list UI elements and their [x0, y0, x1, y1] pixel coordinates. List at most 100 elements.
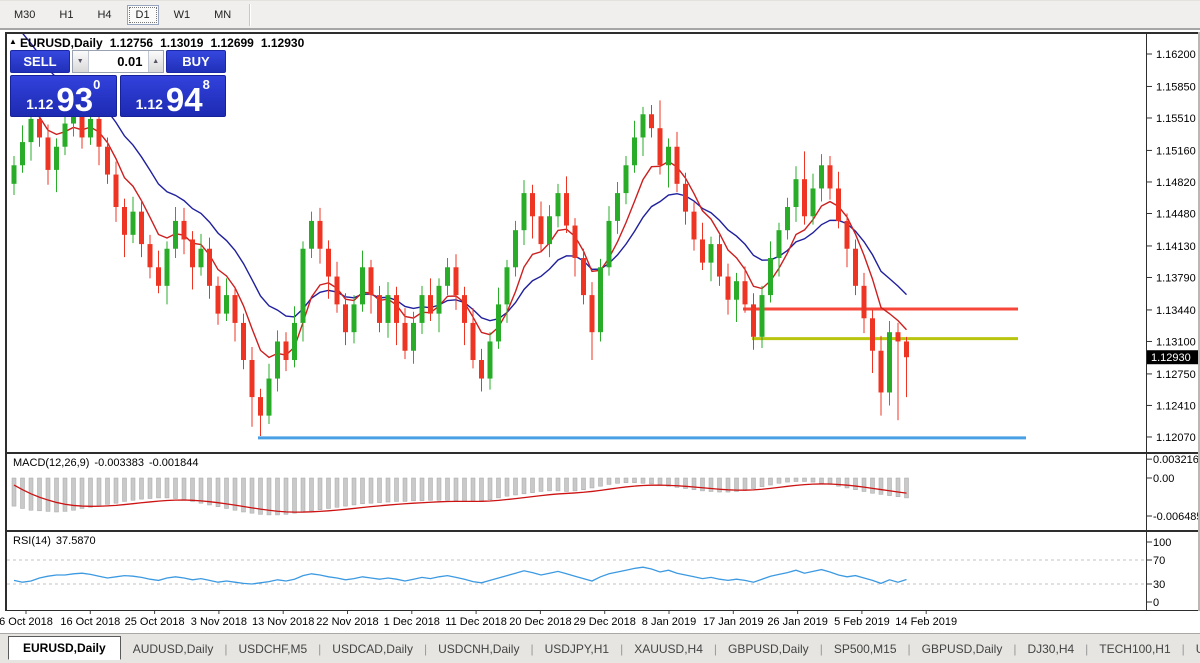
macd-histogram-bar	[776, 477, 782, 484]
candle-body	[113, 174, 119, 208]
macd-histogram-bar	[45, 477, 51, 512]
rsi-line	[13, 566, 907, 585]
rsi-tick-label: 100	[1153, 537, 1171, 549]
price-tick-label: 1.15160	[1156, 145, 1196, 157]
timeframe-button-d1[interactable]: D1	[126, 4, 159, 25]
macd-label: MACD(12,26,9) -0.003383 -0.001844	[13, 457, 204, 469]
date-label: 17 Jan 2019	[703, 616, 764, 628]
macd-histogram-bar	[96, 477, 102, 507]
window-edge-right	[1198, 32, 1200, 611]
chart-tab-usdcnh-daily[interactable]: USDCNH,Daily	[438, 641, 520, 656]
candle-body	[258, 397, 263, 416]
candle-body	[623, 165, 629, 194]
price-tick-label: 1.13100	[1156, 336, 1196, 348]
candle-body	[190, 239, 195, 268]
macd-histogram-bar	[62, 477, 68, 512]
timeframe-button-h4[interactable]: H4	[97, 8, 112, 21]
candle-body	[79, 114, 85, 138]
chart-tab-u[interactable]: U	[1186, 638, 1200, 660]
macd-histogram-bar	[700, 477, 705, 492]
candle-body	[470, 322, 476, 361]
candle-body	[887, 332, 892, 393]
date-label: 6 Oct 2018	[0, 616, 53, 628]
macd-histogram-bar	[224, 477, 229, 509]
candle-body	[156, 267, 161, 286]
sell-price-big: 93	[56, 80, 94, 118]
chart-tab-tech100-h1[interactable]: TECH100,H1	[1099, 641, 1171, 656]
chart-tab-eurusd-daily[interactable]: EURUSD,Daily	[8, 635, 121, 660]
sell-button[interactable]: SELL	[10, 50, 70, 73]
price-axis[interactable]: 1.16200 1.15850 1.15510 1.15160 1.14820 1.144…	[1147, 49, 1200, 609]
volume-decrease-button[interactable]: ▼	[73, 51, 89, 72]
chart-tab-gbpusd-daily[interactable]: GBPUSD,Daily	[921, 641, 1003, 656]
chart-tab-usdcad-daily[interactable]: USDCAD,Daily	[332, 641, 413, 656]
date-axis[interactable]: 6 Oct 2018 16 Oct 2018 25 Oct 2018 3 Nov 20…	[0, 610, 957, 628]
date-label: 25 Oct 2018	[125, 616, 185, 628]
candle-body	[496, 304, 501, 342]
ma-slow-line[interactable]	[14, 18, 907, 322]
candle-body	[640, 114, 646, 138]
rsi-panel-separator[interactable]	[5, 530, 1200, 532]
candle-body	[351, 304, 357, 333]
candle-body	[530, 193, 535, 217]
tab-separator: |	[1181, 641, 1185, 656]
chart-tab-dj30-h4[interactable]: DJ30,H4	[1027, 641, 1075, 656]
chart-tab-audusd-daily[interactable]: AUDUSD,Daily	[132, 641, 214, 656]
current-price-label: 1.12930	[1151, 352, 1191, 364]
candle-body	[96, 118, 102, 147]
volume-input[interactable]	[88, 51, 148, 72]
candle-body	[275, 341, 280, 379]
candle-body	[377, 295, 382, 323]
sell-price-button[interactable]: 1.12 93 0	[10, 75, 117, 117]
timeframe-button-w1[interactable]: W1	[173, 8, 191, 21]
buy-price-button[interactable]: 1.12 94 8	[119, 75, 226, 117]
price-tick-label: 1.13790	[1156, 272, 1196, 284]
one-click-trading-collapse-icon[interactable]: ▲	[9, 37, 17, 46]
candle-body	[521, 193, 527, 231]
ma-fast-line[interactable]	[13, 95, 908, 359]
timeframe-button-mn[interactable]: MN	[214, 8, 232, 21]
chart-tab-usdjpy-h1[interactable]: USDJPY,H1	[544, 641, 610, 656]
tab-separator: |	[620, 641, 624, 656]
macd-histogram-bar	[555, 477, 561, 492]
chart-tab-sp500-m15[interactable]: SP500,M15	[833, 641, 897, 656]
macd-histogram-bar	[649, 477, 654, 485]
timeframe-toolbar: M30 H1 H4 D1 W1 MN	[0, 0, 1200, 30]
candle-body	[819, 165, 824, 189]
chart-tab-usdchf-m5[interactable]: USDCHF,M5	[238, 641, 308, 656]
chart-tab-gbpusd-daily[interactable]: GBPUSD,Daily	[728, 641, 809, 656]
macd-histogram-bar	[411, 477, 416, 502]
candle-body	[793, 179, 799, 208]
candle-body	[479, 360, 484, 379]
macd-histogram-bar	[360, 477, 365, 505]
candle-body	[343, 304, 348, 333]
candle-body	[54, 146, 59, 170]
tab-separator: |	[318, 641, 322, 656]
macd-histogram-bar	[258, 477, 263, 515]
macd-histogram-bar	[479, 477, 484, 502]
macd-histogram-bar	[54, 477, 59, 513]
date-label: 22 Nov 2018	[316, 616, 378, 628]
price-tick-label: 1.12070	[1156, 432, 1196, 444]
rsi-tick-label: 70	[1153, 555, 1165, 567]
macd-panel-separator[interactable]	[5, 452, 1200, 454]
price-tick-label: 1.15850	[1156, 81, 1196, 93]
sell-price-pipette: 0	[93, 77, 101, 92]
buy-button[interactable]: BUY	[166, 50, 226, 73]
macd-histogram-bar	[181, 477, 187, 500]
macd-histogram-bar	[802, 477, 807, 482]
candle-body	[394, 295, 399, 323]
candle-body	[402, 322, 408, 351]
macd-histogram-bar	[20, 477, 25, 509]
candle-body	[37, 118, 42, 138]
candle-body	[181, 220, 187, 240]
macd-histogram-bar	[156, 477, 161, 499]
timeframe-button-m30[interactable]: M30	[14, 8, 36, 21]
chart-tab-xauusd-h4[interactable]: XAUUSD,H4	[634, 641, 703, 656]
macd-histogram-bar	[810, 477, 816, 483]
price-tick-label: 1.14130	[1156, 241, 1196, 253]
timeframe-button-h1[interactable]: H1	[59, 8, 74, 21]
volume-increase-button[interactable]: ▲	[147, 51, 163, 72]
macd-histogram-bar	[581, 477, 586, 490]
